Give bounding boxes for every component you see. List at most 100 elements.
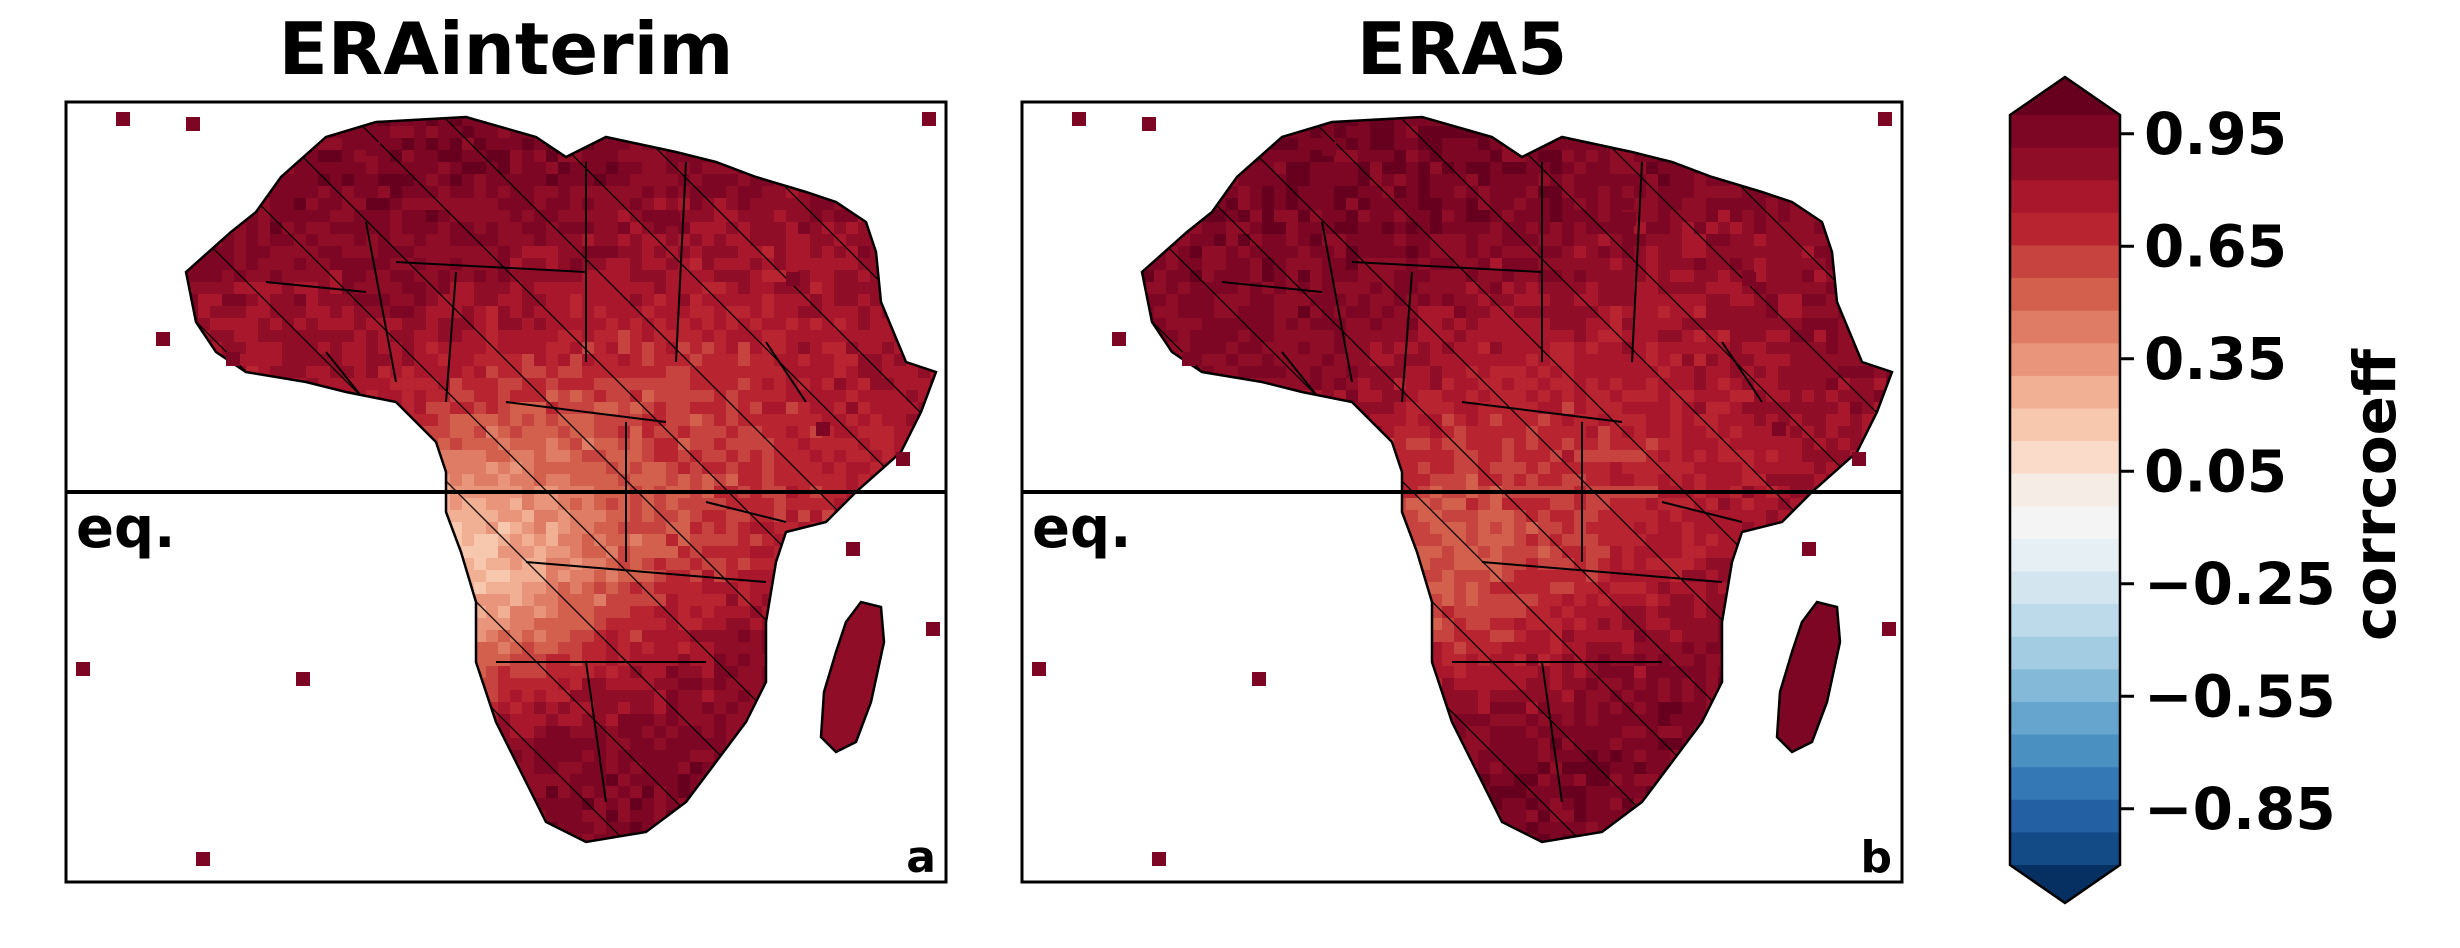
grid-cell bbox=[198, 378, 211, 391]
grid-cell bbox=[1034, 438, 1047, 451]
grid-cell bbox=[90, 102, 103, 115]
grid-cell bbox=[390, 630, 403, 643]
grid-cell bbox=[138, 474, 151, 487]
grid-cell bbox=[186, 126, 187, 139]
grid-cell bbox=[258, 138, 271, 151]
grid-cell bbox=[102, 570, 115, 583]
grid-cell bbox=[534, 102, 547, 115]
grid-cell bbox=[102, 750, 115, 763]
grid-cell bbox=[774, 702, 787, 715]
grid-cell bbox=[270, 618, 283, 631]
grid-cell bbox=[702, 846, 715, 859]
grid-cell bbox=[930, 174, 936, 187]
grid-cell bbox=[402, 774, 415, 787]
grid-cell bbox=[426, 846, 439, 859]
grid-cell bbox=[942, 678, 955, 691]
grid-cell bbox=[462, 762, 475, 775]
grid-cell bbox=[834, 762, 847, 775]
grid-cell bbox=[1034, 162, 1047, 175]
grid-cell bbox=[198, 750, 211, 763]
grid-cell bbox=[210, 738, 223, 751]
grid-cell bbox=[774, 618, 787, 631]
grid-cell bbox=[378, 810, 391, 823]
grid-cell bbox=[870, 198, 883, 211]
grid-cell bbox=[102, 786, 115, 799]
grid-cell bbox=[882, 822, 895, 835]
grid-cell bbox=[282, 570, 295, 583]
grid-cell bbox=[378, 798, 391, 811]
grid-cell bbox=[918, 474, 931, 487]
grid-cell bbox=[234, 774, 247, 787]
grid-cell bbox=[102, 426, 115, 439]
grid-cell bbox=[930, 138, 936, 151]
grid-cell bbox=[1022, 258, 1035, 271]
grid-cell bbox=[918, 690, 931, 703]
madagascar bbox=[819, 600, 886, 754]
grid-cell bbox=[450, 630, 463, 643]
grid-cell bbox=[138, 222, 151, 235]
grid-cell bbox=[450, 678, 463, 691]
grid-cell bbox=[210, 438, 223, 451]
grid-cell bbox=[198, 138, 211, 151]
grid-cell bbox=[306, 438, 319, 451]
grid-cell bbox=[270, 714, 283, 727]
grid-cell bbox=[186, 474, 187, 487]
grid-cell bbox=[426, 762, 439, 775]
grid-cell bbox=[1034, 318, 1047, 331]
grid-cell bbox=[762, 822, 775, 835]
grid-cell bbox=[198, 666, 211, 679]
grid-cell bbox=[234, 858, 247, 871]
grid-cell bbox=[222, 702, 235, 715]
grid-cell bbox=[210, 726, 223, 739]
grid-cell bbox=[858, 198, 871, 211]
grid-cell bbox=[930, 714, 936, 727]
grid-cell bbox=[102, 330, 115, 343]
grid-cell bbox=[846, 774, 859, 787]
grid-cell bbox=[198, 186, 211, 199]
grid-cell bbox=[798, 834, 811, 842]
grid-cell bbox=[306, 750, 319, 763]
grid-cell bbox=[1034, 210, 1047, 223]
grid-cell bbox=[1034, 102, 1047, 115]
grid-cell bbox=[66, 726, 79, 739]
grid-cell bbox=[534, 822, 547, 835]
grid-cell bbox=[186, 558, 199, 571]
grid-cell bbox=[894, 810, 907, 823]
grid-cell bbox=[1046, 234, 1059, 247]
grid-cell bbox=[894, 678, 907, 691]
grid-cell bbox=[318, 570, 331, 583]
grid-cell bbox=[390, 702, 403, 715]
grid-cell bbox=[318, 618, 331, 631]
grid-cell bbox=[390, 522, 403, 535]
grid-cell bbox=[186, 426, 199, 439]
grid-cell bbox=[234, 666, 247, 679]
grid-cell bbox=[66, 114, 79, 127]
grid-cell bbox=[210, 714, 223, 727]
grid-cell bbox=[798, 810, 811, 823]
grid-cell bbox=[270, 150, 283, 163]
grid-cell bbox=[186, 522, 199, 535]
grid-cell bbox=[162, 642, 175, 655]
grid-cell bbox=[474, 798, 487, 811]
grid-cell bbox=[522, 846, 535, 859]
grid-cell bbox=[882, 102, 895, 115]
grid-cell bbox=[378, 858, 391, 871]
grid-cell bbox=[162, 762, 175, 775]
grid-cell bbox=[258, 546, 271, 559]
grid-cell bbox=[282, 117, 295, 127]
grid-cell bbox=[282, 522, 295, 535]
grid-cell bbox=[162, 366, 175, 379]
grid-cell bbox=[354, 702, 367, 715]
grid-cell bbox=[330, 786, 343, 799]
grid-cell bbox=[810, 582, 823, 595]
grid-cell bbox=[246, 786, 259, 799]
grid-cell bbox=[126, 282, 139, 295]
grid-cell bbox=[450, 582, 463, 595]
grid-cell bbox=[426, 774, 439, 787]
island-cell bbox=[116, 112, 130, 126]
grid-cell bbox=[1022, 462, 1035, 475]
grid-cell bbox=[354, 774, 367, 787]
grid-cell bbox=[930, 570, 936, 583]
grid-cell bbox=[414, 762, 427, 775]
grid-cell bbox=[366, 702, 379, 715]
